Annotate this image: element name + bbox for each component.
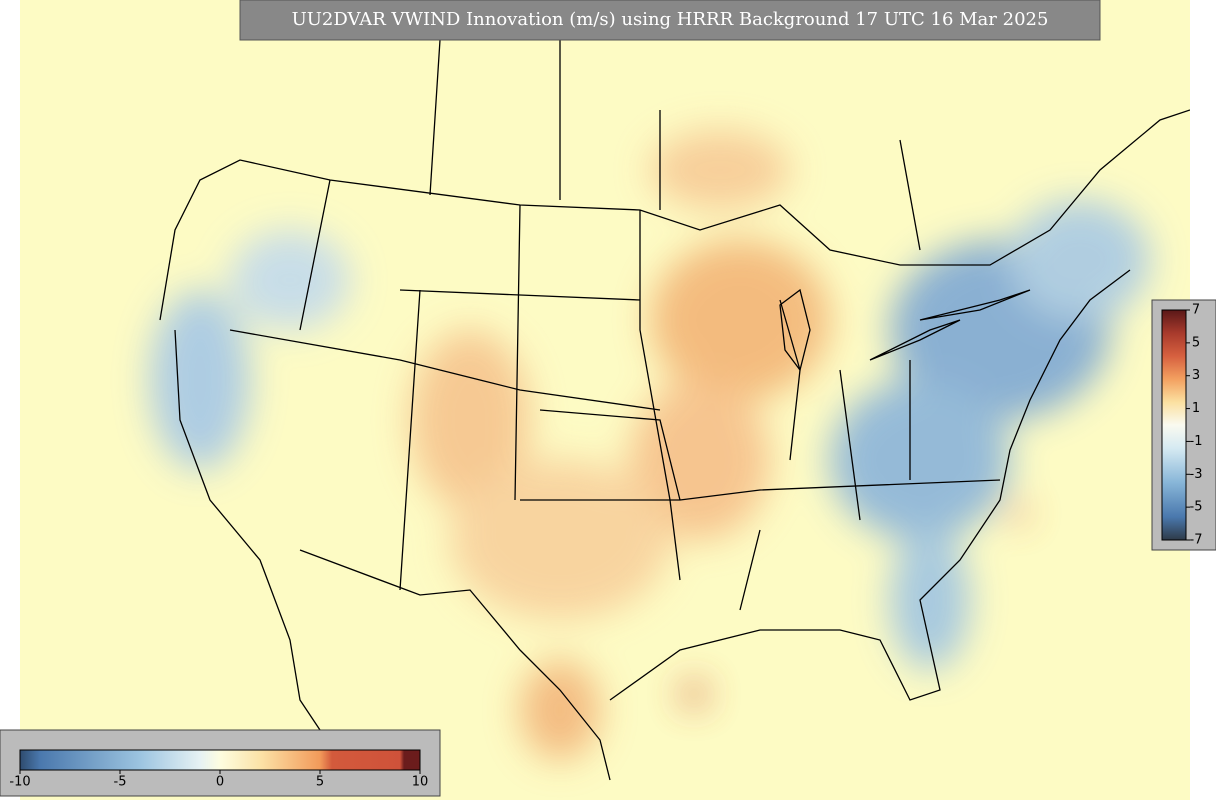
map-field <box>20 0 1190 800</box>
tick-label: 7 <box>1192 303 1200 318</box>
tick-label: -5 <box>1190 500 1203 515</box>
tick-label: 1 <box>1192 401 1200 416</box>
tick-label: 3 <box>1192 368 1200 383</box>
tick-label: 5 <box>316 775 324 790</box>
title-box <box>239 0 1101 41</box>
tick-label: -1 <box>1190 434 1203 449</box>
tick-label: -7 <box>1190 533 1203 548</box>
tick-label: 5 <box>1192 335 1200 350</box>
tick-label: -5 <box>114 775 127 790</box>
tick-label: 0 <box>216 775 224 790</box>
map-title: UU2DVAR VWIND Innovation (m/s) using HRR… <box>292 9 1049 30</box>
colorbar-right <box>1161 309 1187 541</box>
colorbar-bottom <box>19 749 421 771</box>
tick-label: -10 <box>9 775 30 790</box>
tick-label: -3 <box>1190 467 1203 482</box>
tick-label: 10 <box>412 775 429 790</box>
